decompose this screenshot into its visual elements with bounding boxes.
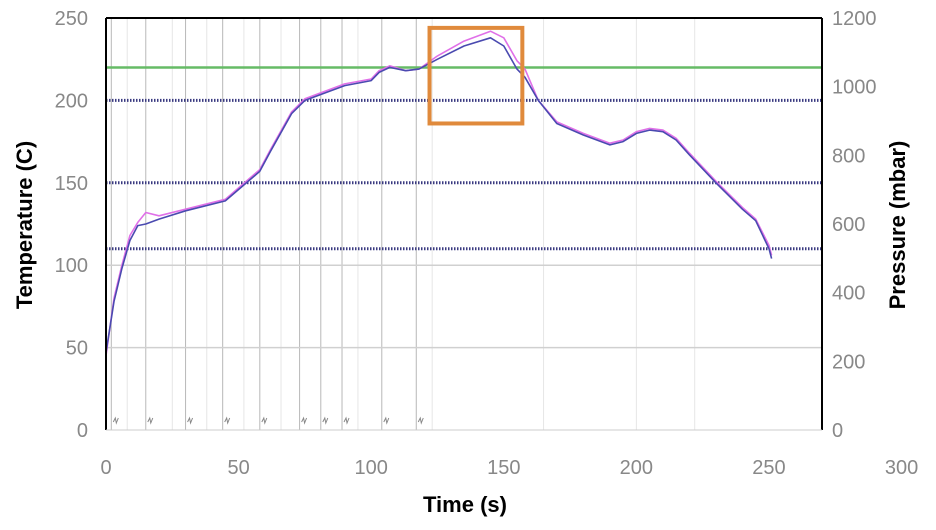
y2-tick-label: 400 bbox=[832, 283, 865, 305]
y2-tick-label: 800 bbox=[832, 145, 865, 167]
y2-tick-label: 1000 bbox=[832, 77, 877, 99]
y-tick-label: 100 bbox=[55, 255, 88, 277]
x-tick-label: 100 bbox=[354, 457, 387, 479]
x-tick-label: 300 bbox=[885, 457, 918, 479]
series-line-2 bbox=[105, 37, 773, 353]
y-tick-label: 200 bbox=[55, 90, 88, 112]
y-tick-label: 250 bbox=[55, 8, 88, 30]
event-marker-glyph bbox=[261, 416, 268, 425]
x-axis-title: Time (s) bbox=[423, 492, 507, 517]
x-tick-label: 0 bbox=[100, 457, 111, 479]
y-tick-label: 50 bbox=[66, 338, 88, 360]
event-marker-glyph bbox=[112, 416, 119, 425]
highlight-box bbox=[427, 25, 525, 126]
x-tick-label: 200 bbox=[620, 457, 653, 479]
event-marker-glyph bbox=[224, 416, 231, 425]
series-line-1 bbox=[105, 30, 773, 356]
y2-tick-label: 1200 bbox=[832, 8, 877, 30]
y-tick-label: 0 bbox=[77, 420, 88, 442]
event-marker-glyph bbox=[322, 416, 329, 425]
event-marker-glyph bbox=[187, 416, 194, 425]
x-tick-label: 250 bbox=[752, 457, 785, 479]
y2-axis-title: Pressure (mbar) bbox=[885, 141, 910, 310]
y2-tick-label: 600 bbox=[832, 214, 865, 236]
y-axis-title: Temperature (C) bbox=[12, 141, 37, 309]
grid-layer bbox=[110, 18, 696, 430]
y2-tick-label: 200 bbox=[832, 351, 865, 373]
axes-layer bbox=[105, 17, 823, 431]
y-tick-label: 150 bbox=[55, 173, 88, 195]
highlight-layer bbox=[427, 25, 525, 126]
event-marker-glyph bbox=[301, 416, 308, 425]
tick-labels: 0 50 100 150 200 250 300 0 50 100 150 200 250 0 200 400… bbox=[55, 8, 919, 479]
event-marker-glyph bbox=[417, 416, 424, 425]
event-marker-glyph bbox=[383, 416, 390, 425]
y2-tick-label: 0 bbox=[832, 420, 843, 442]
series-layer bbox=[105, 30, 773, 356]
reference-lines bbox=[106, 66, 822, 349]
event-marker-glyph bbox=[147, 416, 154, 425]
x-tick-label: 150 bbox=[487, 457, 520, 479]
event-marker-glyph bbox=[343, 416, 350, 425]
x-tick-label: 50 bbox=[227, 457, 249, 479]
